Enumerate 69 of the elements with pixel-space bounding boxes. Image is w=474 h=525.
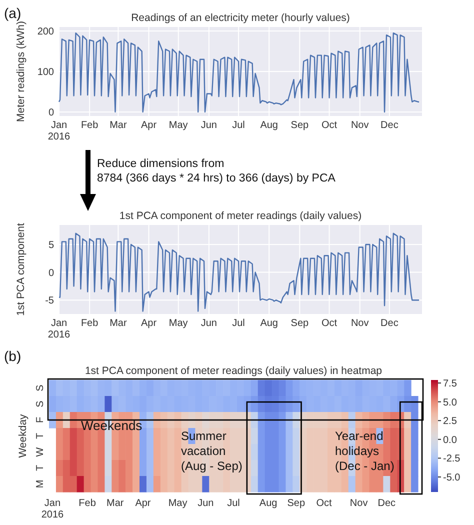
- x-tick-label: Apr: [135, 498, 152, 509]
- x-tick-label: Sep: [290, 120, 310, 131]
- y-tick-label: M: [35, 480, 46, 488]
- x-tick-label: Jul: [232, 120, 245, 131]
- x-tick-label: Jun: [200, 120, 217, 131]
- x-tick-label: Jun: [198, 498, 214, 509]
- x-tick-label: Jul: [227, 498, 240, 509]
- y-tick-label: T: [35, 432, 46, 440]
- annotation: Weekends: [81, 418, 143, 433]
- color-bar-label: 7.5: [443, 378, 458, 390]
- x-tick-label: Jun: [200, 318, 217, 329]
- y-tick-label: 0: [48, 268, 54, 279]
- x-tick-label: Jan 2016: [48, 318, 71, 340]
- text: (a): [4, 5, 22, 21]
- color-bar-label: -2.5: [443, 454, 461, 465]
- line-series: [58, 232, 420, 312]
- y-tick-label: 100: [37, 67, 54, 78]
- x-tick-label: Oct: [316, 498, 332, 509]
- x-tick-label: Aug: [259, 498, 278, 509]
- y-tick-label: 5: [48, 240, 54, 251]
- color-bar-label: -5.0: [443, 472, 461, 484]
- x-tick-label: Dec: [380, 120, 398, 131]
- y-tick-label: W: [35, 446, 46, 457]
- x-tick-label: Feb: [80, 120, 99, 131]
- x-tick-label: May: [168, 120, 188, 131]
- x-tick-label: Nov: [350, 318, 369, 329]
- color-bar-label: 0.0: [443, 434, 458, 446]
- x-tick-label: Mar: [106, 498, 124, 509]
- text: (b): [4, 348, 22, 364]
- y-axis-title: 1st PCA component: [15, 223, 27, 316]
- chart-title: Readings of an electricity meter (hourly values): [131, 12, 350, 24]
- x-tick-label: Jan 2016: [48, 120, 71, 142]
- y-tick-label: 0: [48, 107, 54, 118]
- x-tick-label: Feb: [78, 498, 96, 509]
- y-tick-label: T: [35, 464, 46, 472]
- line-series: [58, 32, 420, 113]
- y-tick-label: 200: [37, 26, 54, 38]
- annotation: Year-end holidays (Dec - Jan): [335, 429, 394, 473]
- x-tick-label: Aug: [260, 318, 278, 329]
- x-tick-label: Oct: [321, 120, 338, 131]
- x-tick-label: Dec: [380, 318, 398, 329]
- y-axis-title: Meter readings (kWh): [15, 21, 27, 122]
- y-tick-label: F: [35, 416, 46, 424]
- x-tick-label: Mar: [110, 318, 128, 329]
- x-tick-label: Sep: [287, 498, 306, 509]
- x-tick-label: Nov: [350, 498, 368, 509]
- chart-title: 1st PCA component of meter readings (daily values): [119, 210, 362, 222]
- x-tick-label: Nov: [350, 120, 369, 131]
- chart-title: 1st PCA component of meter readings (daily values) in heatmap: [84, 365, 382, 377]
- y-tick-label: S: [35, 400, 46, 408]
- x-tick-label: Jul: [232, 318, 245, 329]
- y-tick-label: S: [35, 384, 46, 392]
- x-tick-label: Aug: [260, 120, 278, 131]
- x-tick-label: Apr: [140, 318, 158, 329]
- x-tick-label: Apr: [140, 120, 158, 131]
- y-tick-label: -5: [45, 296, 54, 307]
- x-tick-label: Sep: [290, 318, 310, 329]
- x-tick-label: May: [168, 498, 188, 509]
- x-tick-label: May: [168, 318, 188, 329]
- color-bar-label: 2.5: [443, 416, 458, 428]
- x-tick-label: Oct: [321, 318, 338, 329]
- x-tick-label: Jan 2016: [41, 498, 64, 520]
- x-tick-label: Mar: [110, 120, 128, 131]
- y-axis-title: Weekday: [17, 413, 29, 458]
- text: Reduce dimensions from 8784 (366 days * 24 hrs) to 366 (days) by PCA: [97, 158, 336, 184]
- x-tick-label: Dec: [378, 498, 396, 509]
- x-tick-label: Feb: [80, 318, 99, 329]
- annotation: Summer vacation (Aug - Sep): [181, 429, 242, 473]
- color-bar-label: 5.0: [443, 397, 458, 408]
